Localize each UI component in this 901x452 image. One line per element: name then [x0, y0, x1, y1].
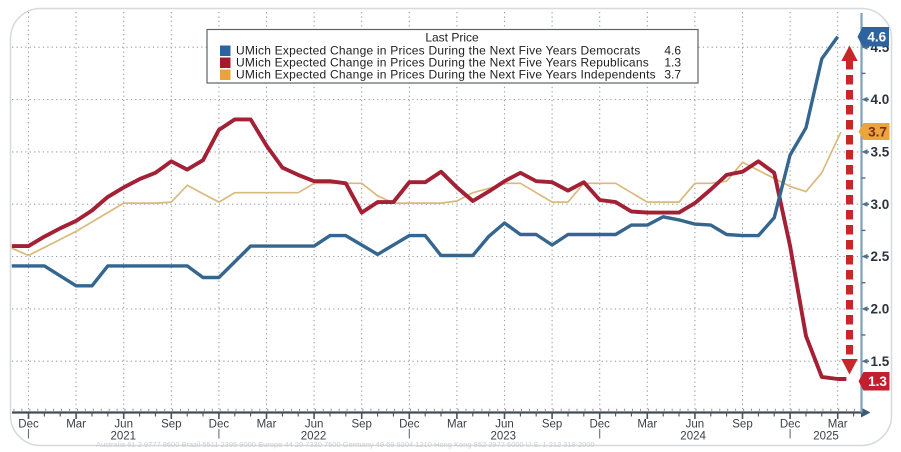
svg-text:3.0: 3.0 [871, 197, 890, 212]
svg-text:3.5: 3.5 [871, 145, 890, 160]
svg-text:Jun: Jun [114, 419, 133, 431]
svg-text:4.0: 4.0 [871, 92, 890, 107]
svg-text:Jun: Jun [305, 419, 324, 431]
svg-text:Dec: Dec [209, 419, 230, 431]
svg-text:1.5: 1.5 [871, 354, 890, 369]
svg-text:Sep: Sep [732, 419, 752, 431]
svg-text:Sep: Sep [161, 419, 181, 431]
svg-text:UMich Expected Change in Price: UMich Expected Change in Prices During t… [236, 56, 649, 70]
svg-text:Sep: Sep [351, 419, 371, 431]
svg-text:1.3: 1.3 [868, 374, 887, 389]
svg-text:2021: 2021 [111, 431, 137, 443]
svg-text:2.0: 2.0 [871, 302, 890, 317]
svg-text:Jun: Jun [495, 419, 514, 431]
svg-text:Australia 61 2 9777 8600 Brazi: Australia 61 2 9777 8600 Brazil 5511 239… [96, 440, 595, 449]
svg-text:Dec: Dec [589, 419, 610, 431]
svg-text:Mar: Mar [447, 419, 467, 431]
svg-text:4.6: 4.6 [867, 30, 886, 45]
svg-text:3.7: 3.7 [868, 124, 887, 139]
svg-text:1.3: 1.3 [664, 56, 681, 70]
svg-text:Mar: Mar [637, 419, 657, 431]
svg-text:2022: 2022 [301, 431, 327, 443]
svg-text:Jun: Jun [686, 419, 705, 431]
svg-text:Mar: Mar [66, 419, 86, 431]
svg-text:2024: 2024 [680, 431, 706, 443]
svg-text:UMich Expected Change in Price: UMich Expected Change in Prices During t… [236, 68, 656, 82]
svg-text:Sep: Sep [542, 419, 562, 431]
svg-text:UMich Expected Change in Price: UMich Expected Change in Prices During t… [236, 44, 640, 58]
svg-text:3.7: 3.7 [664, 68, 681, 82]
svg-text:2025: 2025 [813, 431, 839, 443]
svg-text:4.6: 4.6 [664, 44, 681, 58]
svg-text:Dec: Dec [18, 419, 39, 431]
svg-text:2023: 2023 [491, 431, 517, 443]
svg-text:Dec: Dec [780, 419, 801, 431]
svg-text:Dec: Dec [399, 419, 420, 431]
svg-text:Mar: Mar [828, 419, 848, 431]
svg-text:Last Price: Last Price [425, 31, 479, 45]
svg-text:2.5: 2.5 [871, 249, 890, 264]
svg-text:Mar: Mar [257, 419, 277, 431]
